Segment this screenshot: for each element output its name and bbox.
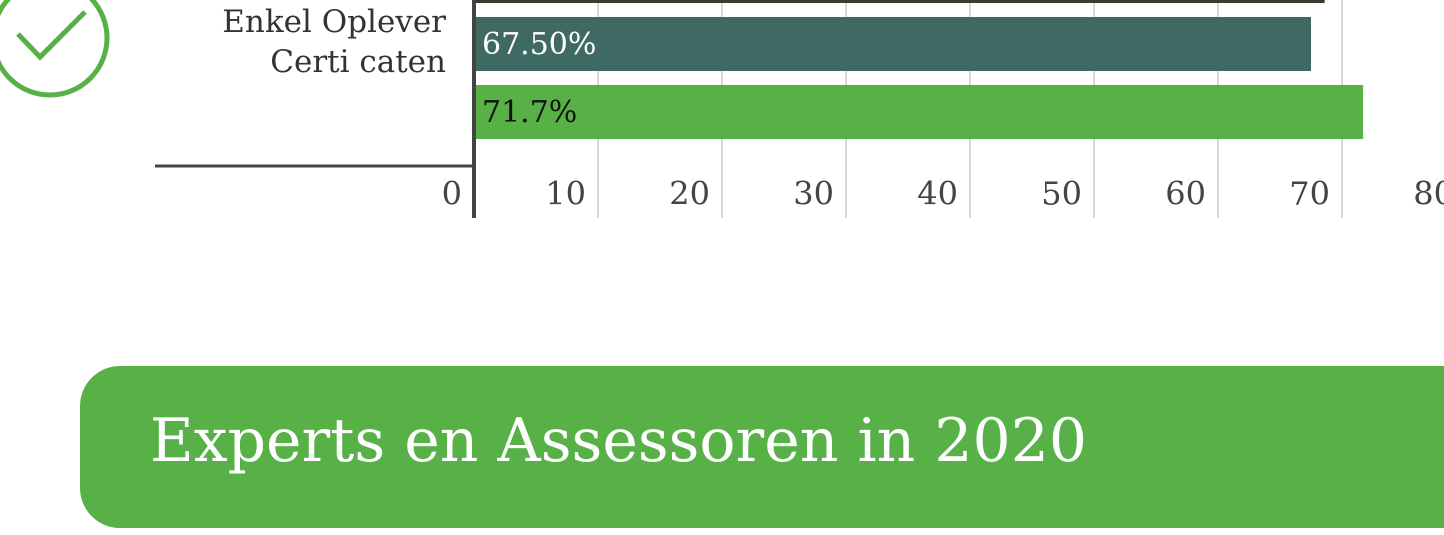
x-tick-label: 70: [1289, 175, 1330, 213]
section-banner: Experts en Assessoren in 2020: [80, 366, 1444, 528]
category-label: Enkel Oplever Certi caten: [222, 4, 446, 80]
x-tick-label: 30: [793, 175, 834, 213]
x-tick-label: 80: [1413, 175, 1444, 213]
check-mark: [16, 10, 87, 61]
bar: [476, 0, 1325, 3]
x-tick-label: 10: [545, 175, 586, 213]
x-tick-label: 60: [1165, 175, 1206, 213]
value-label: 71.7%: [482, 95, 577, 130]
x-tick-label: 20: [669, 175, 710, 213]
bar: [476, 85, 1364, 139]
x-tick-label: 0: [442, 175, 462, 213]
x-tick-label: 40: [917, 175, 958, 213]
check-icon: [0, 0, 110, 98]
section-heading: Experts en Assessoren in 2020: [150, 406, 1088, 476]
x-tick-label: 50: [1041, 175, 1082, 213]
bar: [476, 17, 1311, 71]
value-label: 67.50%: [482, 27, 596, 62]
